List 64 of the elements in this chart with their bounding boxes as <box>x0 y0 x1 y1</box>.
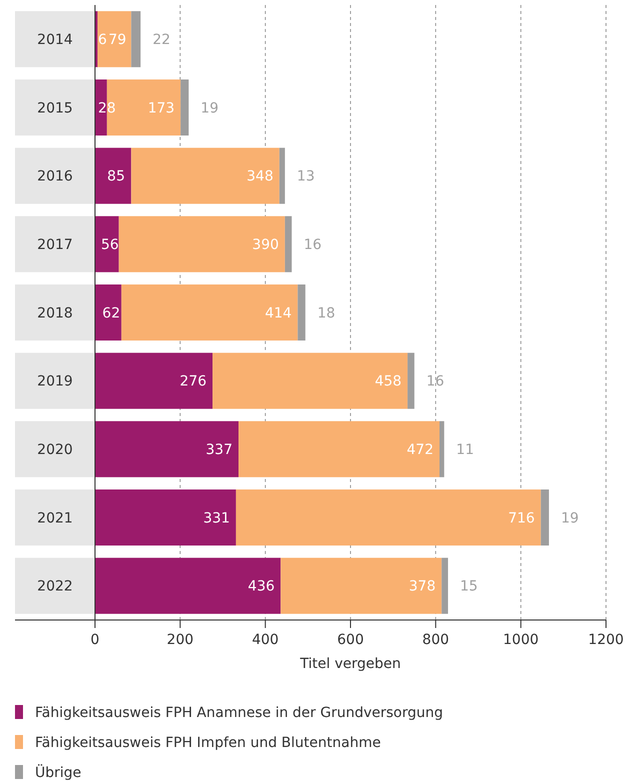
data-label: 22 <box>152 32 170 48</box>
x-tick-label: 400 <box>252 632 279 648</box>
bar <box>236 489 541 546</box>
x-tick-label: 200 <box>166 632 194 648</box>
bar <box>131 11 141 68</box>
data-label: 13 <box>296 168 315 185</box>
data-label: 11 <box>456 442 474 458</box>
bar <box>540 489 549 546</box>
data-label: 414 <box>264 305 292 322</box>
bar <box>280 558 442 614</box>
data-label: 6 <box>98 32 107 48</box>
x-tick-label: 600 <box>337 632 364 648</box>
data-label: 390 <box>252 237 279 254</box>
y-tick-label: 2019 <box>37 374 73 390</box>
x-tick-label: 0 <box>90 632 100 648</box>
data-label: 472 <box>406 442 434 458</box>
y-tick-label: 2017 <box>37 237 73 254</box>
bar <box>238 421 440 478</box>
bar <box>284 216 292 272</box>
bar <box>121 284 298 341</box>
bar <box>440 421 444 478</box>
x-tick-label: 1000 <box>503 632 539 648</box>
data-label: 716 <box>508 510 535 526</box>
data-label: 56 <box>101 237 119 254</box>
y-tick-label: 2018 <box>37 305 73 322</box>
bar <box>408 352 414 409</box>
data-label: 85 <box>107 168 126 185</box>
data-label: 79 <box>108 32 126 48</box>
y-tick-label: 2014 <box>37 32 73 48</box>
bar <box>442 558 448 614</box>
data-label: 348 <box>246 168 274 185</box>
data-label: 19 <box>560 510 579 526</box>
data-label: 18 <box>317 305 336 322</box>
data-label: 337 <box>206 442 233 458</box>
data-label: 15 <box>460 578 478 595</box>
y-tick-label: 2016 <box>37 168 73 185</box>
bar <box>180 79 189 136</box>
bar <box>118 216 285 272</box>
data-label: 378 <box>408 578 436 595</box>
y-tick-label: 2022 <box>37 578 73 595</box>
y-tick-label: 2015 <box>37 100 73 116</box>
x-tick-label: 1200 <box>588 632 624 648</box>
legend-label: Übrige <box>35 764 82 781</box>
y-tick-label: 2020 <box>37 442 73 458</box>
x-axis-title: Titel vergeben <box>299 656 401 672</box>
bar <box>298 284 306 341</box>
data-label: 458 <box>374 374 402 390</box>
data-label: 19 <box>200 100 219 116</box>
bar <box>95 216 119 272</box>
legend-label: Fähigkeitsausweis FPH Anamnese in der Grundversorgung <box>35 704 444 721</box>
data-label: 276 <box>180 374 207 390</box>
x-tick-label: 800 <box>422 632 450 648</box>
data-label: 62 <box>102 305 120 322</box>
data-label: 16 <box>304 237 322 254</box>
bar <box>98 11 132 68</box>
bar <box>212 352 408 409</box>
bar <box>131 148 280 204</box>
data-label: 16 <box>426 374 444 390</box>
data-label: 436 <box>248 578 275 595</box>
y-tick-label: 2021 <box>37 510 73 526</box>
bar <box>279 148 285 204</box>
legend-label: Fähigkeitsausweis FPH Impfen und Blutentnahme <box>35 734 381 751</box>
data-label: 331 <box>203 510 230 526</box>
data-label: 173 <box>148 100 175 116</box>
